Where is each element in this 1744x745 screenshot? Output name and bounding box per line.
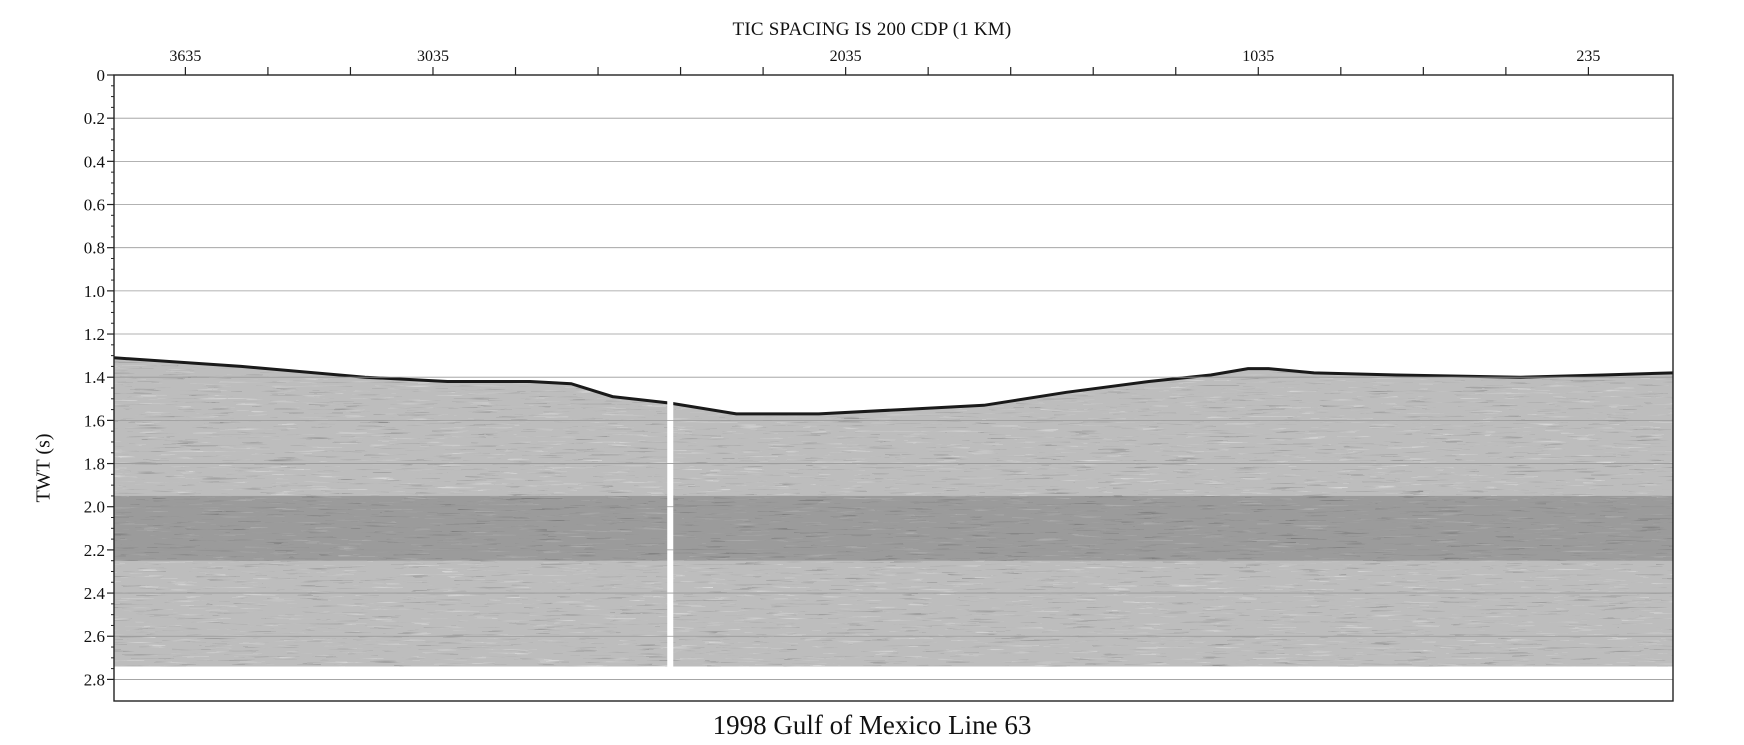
x-tick-label: 1035 [1242, 48, 1274, 65]
y-tick-label: 0.8 [84, 239, 105, 258]
seismic-data-layer [114, 75, 1673, 701]
y-axis-title: TWT (s) [32, 433, 55, 503]
grid-lines [114, 117, 1673, 680]
x-tick-label: 2035 [830, 48, 862, 65]
y-tick-label: 1.2 [84, 325, 105, 344]
y-tick-label: 1.8 [84, 455, 105, 474]
y-tick-label: 0 [97, 66, 106, 85]
x-tick-label: 3635 [169, 48, 201, 65]
y-tick-label: 2.6 [84, 627, 105, 646]
x-axis-top: 3635 3035 2035 1035 235 [169, 48, 1600, 75]
y-tick-label: 2.8 [84, 670, 105, 689]
data-gap [667, 75, 674, 701]
tick-spacing-title: TIC SPACING IS 200 CDP (1 KM) [732, 19, 1012, 40]
seafloor-reflector [114, 356, 1673, 416]
y-axis: 0 0.2 0.4 0.6 0.8 1.0 1.2 1.4 1.6 1.8 2.0 2.2 2.4 2.6… [84, 66, 114, 689]
y-tick-label: 0.6 [84, 196, 105, 215]
y-tick-label: 1.6 [84, 411, 105, 430]
x-tick-label: 235 [1576, 48, 1600, 65]
chart-title: 1998 Gulf of Mexico Line 63 [712, 710, 1032, 740]
y-tick-label: 2.4 [84, 584, 106, 603]
y-tick-label: 2.2 [84, 541, 105, 560]
y-tick-label: 0.4 [84, 152, 106, 171]
y-tick-label: 1.4 [84, 368, 106, 387]
strong-reflector-band [114, 495, 1673, 561]
seismic-reflection-texture [114, 357, 1673, 667]
x-tick-label: 3035 [417, 48, 449, 65]
y-tick-label: 1.0 [84, 282, 105, 301]
y-tick-label: 0.2 [84, 109, 105, 128]
y-tick-label: 2.0 [84, 498, 105, 517]
